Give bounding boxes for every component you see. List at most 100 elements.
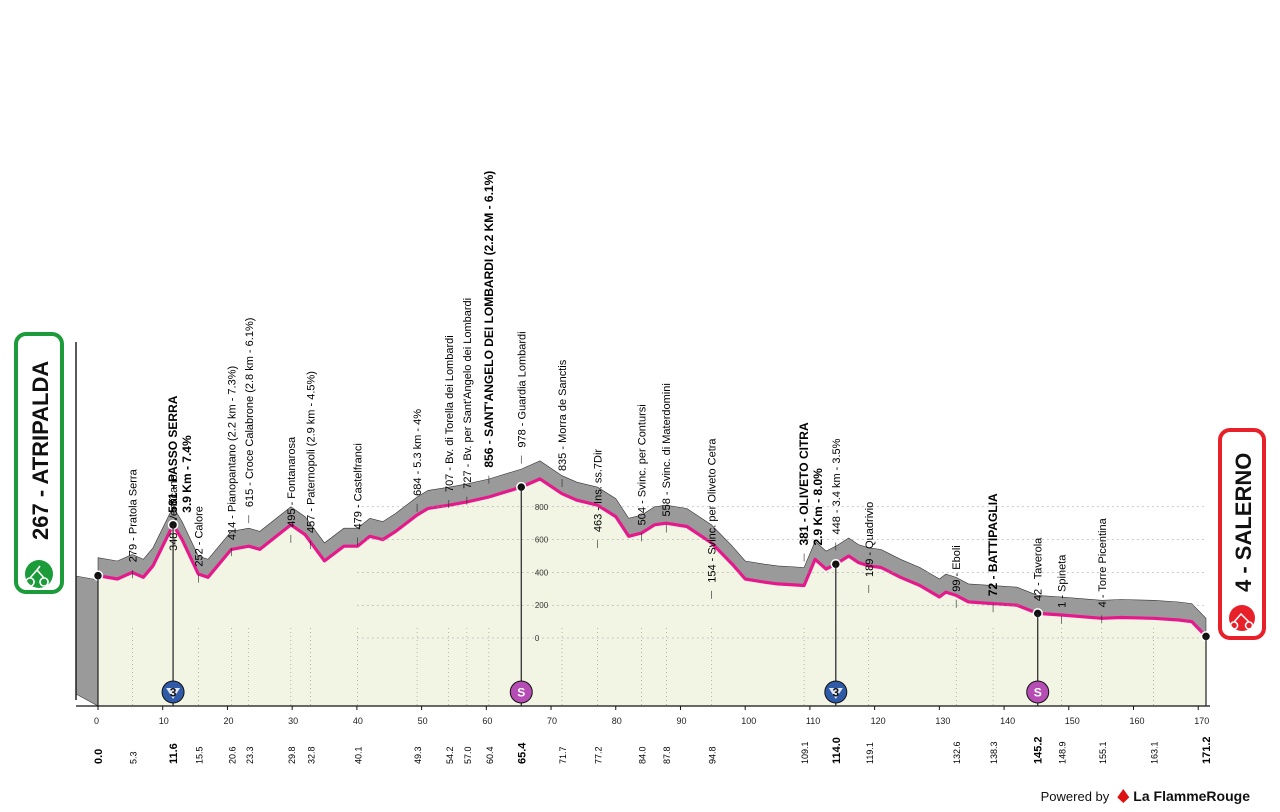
x-axis-tick-label: 10 [159,716,169,726]
icon-label: S [1034,686,1042,700]
km-mark-label: 171.2 [1201,736,1213,764]
x-axis-tick-label: 100 [741,716,756,726]
km-mark-label: 77.2 [594,746,604,764]
poi-label: 835 - Morra de Sanctis [557,359,569,471]
poi-label: 99 - Eboli [951,545,963,591]
poi-label: 684 - 5.3 km - 4% [412,409,424,496]
km-mark-label: 109.1 [800,741,810,764]
profile-start-wedge [75,575,99,707]
elevation-tick-label: 400 [535,568,549,577]
poi-label: 558 - Svinc. di Materdomini [661,383,673,516]
climb-gradient-note: 2.9 Km - 8.0% [811,468,825,546]
x-axis-tick-label: 0 [94,716,99,726]
x-axis-tick-label: 70 [547,716,557,726]
finish-bike-glyph [1229,612,1254,630]
x-axis-tick-label: 30 [288,716,298,726]
km-mark-label: 138.3 [989,741,999,764]
elevation-tick-label: 800 [535,503,549,512]
finish-cyclist-icon [1229,605,1255,631]
flame-logo-icon [1117,789,1130,803]
poi-label: 448 - 3.4 km - 3.5% [831,438,843,534]
profile-base-area [98,478,1206,706]
km-mark-label: 23.3 [245,746,255,764]
mountain-gpm-triangle [828,688,843,699]
poi-label: 463 - Ins. ss.7Dir [593,449,605,532]
poi-label: 495 - Fontanarosa [286,436,298,527]
km-mark-label: 163.1 [1150,741,1160,764]
x-axis-tick-label: 40 [353,716,363,726]
climb-gradient-note: 3.9 Km - 7.4% [180,435,194,513]
poi-label: 856 - SANT'ANGELO DEI LOMBARDI (2.2 KM -… [482,171,496,468]
finish-city-label: 4 - SALERNO [1231,453,1256,592]
powered-by-text: Powered by [1040,788,1110,804]
km-mark-label: 119.1 [865,742,875,764]
x-axis-tick-label: 160 [1130,716,1145,726]
brand: La FlammeRouge [1117,788,1250,804]
x-axis-tick-label: 90 [676,716,686,726]
x-axis-tick-label: 120 [871,716,886,726]
x-axis-tick-label: 130 [935,716,950,726]
km-mark-label: 60.4 [485,746,495,764]
road-profile-line [97,477,1208,638]
finish-sign: 4 - SALERNO [1218,428,1266,640]
poi-label: 279 - Pratola Serra [127,468,139,562]
km-mark-label: 49.3 [413,746,423,764]
elevation-tick-label: 200 [535,601,549,610]
icon-label: 3 [832,686,839,700]
poi-label: 707 - Bv. di Torella dei Lombardi [444,335,456,492]
credit: Powered by La FlammeRouge [1041,788,1250,804]
km-mark-label: 94.8 [708,746,718,764]
poi-label: 348 - Venticano [168,474,180,550]
poi-label: 252 - Calore [193,506,205,567]
poi-label: 581 - PASSO SERRA [166,395,180,512]
finish-sign-frame [1218,428,1266,640]
km-mark-label: 54.2 [445,746,455,764]
km-mark-label: 155.1 [1098,741,1108,764]
poi-label: 189 - Quadrivio [864,502,876,577]
x-axis-tick-label: 110 [806,716,820,726]
km-mark-label: 148.9 [1058,741,1068,764]
km-mark-label: 20.6 [227,746,237,764]
poi-label: 727 - Bv. per Sant'Angelo dei Lombardi [462,298,474,489]
x-axis-tick-label: 170 [1194,716,1209,726]
km-mark-label: 15.5 [194,746,204,764]
km-mark-label: 145.2 [1033,736,1045,764]
mountain-gpm-triangle [166,688,181,699]
km-mark-label: 71.7 [558,746,568,764]
start-city-label: 267 - ATRIPALDA [28,361,53,540]
km-mark-label: 84.0 [638,746,648,764]
poi-label: 1 - Spineta [1057,554,1069,608]
poi-label: 4 - Torre Picentina [1097,517,1109,607]
poi-label: 615 - Croce Calabrone (2.8 km - 6.1%) [244,318,256,508]
x-axis-tick-label: 140 [1000,716,1015,726]
km-mark-label: 87.8 [662,746,672,764]
km-mark-label: 114.0 [831,737,843,764]
km-mark-label: 0.0 [93,749,105,764]
km-mark-label: 11.6 [168,743,180,764]
km-mark-label: 65.4 [516,742,528,764]
brand-name: La FlammeRouge [1133,788,1250,804]
start-cyclist-icon [25,560,53,588]
poi-label: 72 - BATTIPAGLIA [986,493,1000,596]
km-mark-label: 5.3 [128,751,138,764]
km-mark-label: 132.6 [952,741,962,764]
x-axis-tick-label: 20 [223,716,233,726]
poi-label: 154 - Svinc. per Oliveto Cetra [707,438,719,583]
km-mark-label: 32.8 [306,746,316,764]
elevation-tick-label: 0 [535,634,540,643]
x-axis-tick-label: 50 [418,716,428,726]
icon-label: S [517,686,525,700]
x-axis-tick-label: 60 [482,716,492,726]
sprint-icon [509,680,533,704]
poi-label: 414 - Pianopantano (2.2 km - 7.3%) [226,366,238,540]
start-sign: 267 - ATRIPALDA [14,332,64,594]
sprint-icon [1026,680,1050,704]
poi-label: 504 - Svinc. per Contursi [637,404,649,525]
x-axis-tick-label: 80 [612,716,622,726]
km-mark-label: 40.1 [354,746,364,764]
poi-label: 457 - Paternopoli (2.9 km - 4.5%) [305,371,317,533]
elevation-tick-label: 600 [535,536,549,545]
km-mark-label: 57.0 [463,746,473,764]
